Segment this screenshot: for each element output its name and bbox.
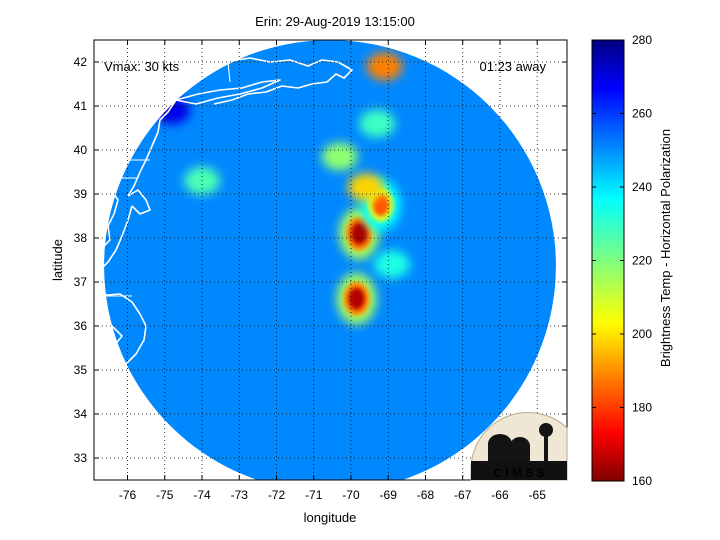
x-tick-label: -71 xyxy=(305,488,323,502)
colorbar-tick-label: 280 xyxy=(632,33,652,47)
coastline-chesapeake xyxy=(94,179,119,251)
x-tick-label: -65 xyxy=(529,488,547,502)
chart-title: Erin: 29-Aug-2019 13:15:00 xyxy=(255,14,415,29)
feature-band-391 xyxy=(347,173,384,202)
colorbar-scale xyxy=(591,39,625,482)
swath-features xyxy=(154,52,410,325)
y-tick-label: 39 xyxy=(74,187,88,201)
gridlines xyxy=(94,40,567,480)
y-tick-label: 40 xyxy=(74,143,88,157)
x-axis-ticks: -76 -75 -74 -73 -72 -71 -70 -69 -68 -67 -66 -65 xyxy=(119,40,546,502)
coastline-nj xyxy=(127,99,177,197)
y-tick-label: 41 xyxy=(74,99,88,113)
border-ct-ma xyxy=(184,63,187,81)
border-ri xyxy=(227,61,231,83)
x-tick-label: -67 xyxy=(454,488,472,502)
coastline-long-island xyxy=(175,79,281,105)
logo-dome-right xyxy=(510,437,530,461)
feature-core-north xyxy=(351,222,368,245)
colorbar-tick-label: 220 xyxy=(632,254,652,268)
y-tick-label: 42 xyxy=(74,55,88,69)
x-tick-label: -69 xyxy=(380,488,398,502)
vmax-annotation: Vmax: 30 kts xyxy=(104,59,180,74)
logo-tower xyxy=(544,436,548,461)
feature-band-420 xyxy=(366,52,403,81)
feature-core-south xyxy=(348,287,365,310)
swath-base xyxy=(104,40,556,480)
y-tick-label: 34 xyxy=(74,407,88,421)
x-tick-label: -75 xyxy=(156,488,174,502)
feature-band-374 xyxy=(373,250,410,279)
colorbar: 160 180 200 220 240 260 280 Brightness Temp - … xyxy=(591,33,673,488)
logo-dome-left xyxy=(488,434,512,461)
y-tick-label: 33 xyxy=(74,451,88,465)
state-borders xyxy=(94,61,231,297)
colorbar-ticks: 160 180 200 220 240 260 280 xyxy=(592,33,652,488)
y-tick-label: 38 xyxy=(74,231,88,245)
y-tick-label: 35 xyxy=(74,363,88,377)
axes-frame xyxy=(93,39,568,481)
x-tick-label: -70 xyxy=(342,488,360,502)
y-tick-label: 36 xyxy=(74,319,88,333)
y-axis-ticks: 33 34 35 36 37 38 39 40 41 42 xyxy=(74,55,567,465)
logo-ground xyxy=(471,461,567,480)
colorbar-tick-label: 260 xyxy=(632,107,652,121)
feature-band-3875 xyxy=(372,194,389,216)
logo-tank xyxy=(539,423,553,437)
colorbar-tick-label: 200 xyxy=(632,327,652,341)
coastline-delmarva xyxy=(94,205,133,277)
coastline-delaware-bay xyxy=(127,189,151,215)
x-axis-label: longitude xyxy=(304,510,357,525)
x-tick-label: -66 xyxy=(491,488,509,502)
x-tick-label: -72 xyxy=(268,488,286,502)
feature-band-405 xyxy=(359,109,396,138)
y-tick-label: 37 xyxy=(74,275,88,289)
coastline-pamlico xyxy=(97,325,123,347)
coastline-new-england xyxy=(94,57,353,109)
x-tick-label: -68 xyxy=(417,488,435,502)
plot-area: -76 -75 -74 -73 -72 -71 -70 -69 -68 -67 -66 -65 333… xyxy=(50,39,568,525)
coastline-nc xyxy=(94,293,147,379)
logo-text: C I M S S xyxy=(493,466,544,480)
colorbar-tick-label: 180 xyxy=(632,401,652,415)
time-away-annotation: 01:23 away xyxy=(480,59,547,74)
y-axis-label: latitude xyxy=(50,239,65,281)
swath xyxy=(104,40,556,480)
colorbar-tick-label: 240 xyxy=(632,180,652,194)
cimss-logo: C I M S S xyxy=(470,412,568,481)
x-tick-label: -74 xyxy=(193,488,211,502)
colorbar-tick-label: 160 xyxy=(632,474,652,488)
x-tick-label: -73 xyxy=(231,488,249,502)
feature-band-398 xyxy=(321,142,358,171)
colorbar-label: Brightness Temp - Horizontal Polarizatio… xyxy=(658,129,673,367)
x-tick-label: -76 xyxy=(119,488,137,502)
coastlines xyxy=(94,57,353,379)
